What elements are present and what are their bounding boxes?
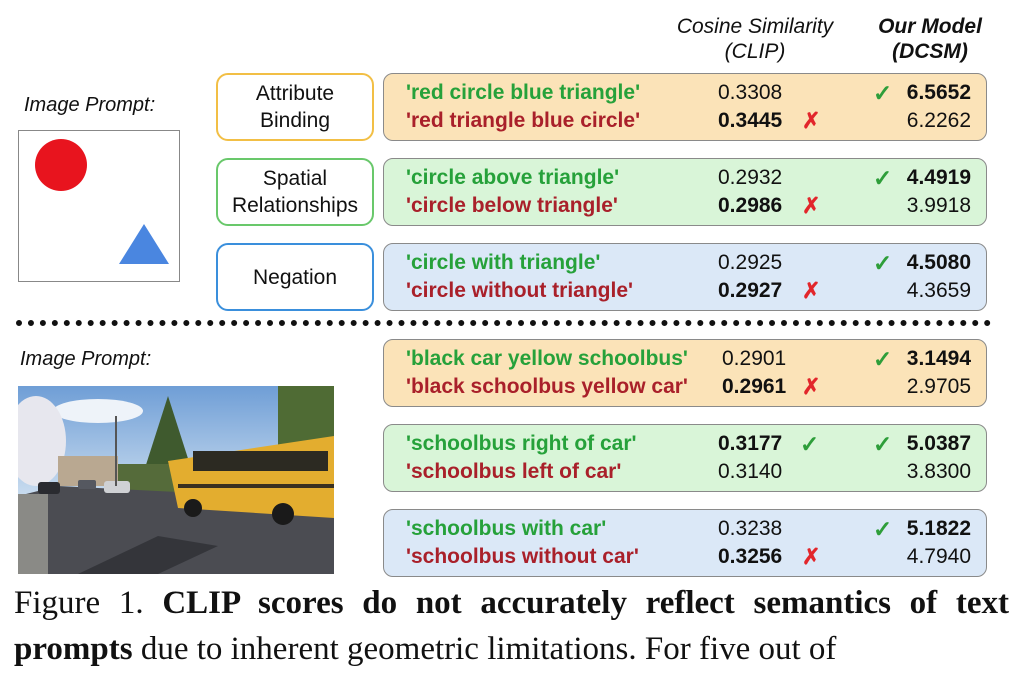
- check-icon: ✓: [873, 516, 893, 542]
- shapes-image-svg: [35, 139, 169, 264]
- car-2: [104, 481, 130, 493]
- dcsm-score: 3.9918: [906, 194, 971, 217]
- check-icon: ✓: [873, 80, 893, 106]
- section-divider: [16, 320, 991, 326]
- car-3: [78, 480, 96, 489]
- prompt-text: 'red triangle blue circle': [406, 109, 641, 132]
- figure-caption: Figure 1. CLIP scores do not accurately …: [14, 580, 1009, 672]
- clip-score: 0.3308: [718, 81, 783, 104]
- schoolbus-photo: [18, 386, 334, 574]
- clip-header-line2: (CLIP): [724, 40, 786, 63]
- blue-triangle: [119, 224, 169, 264]
- category-label-line1: Negation: [252, 265, 338, 289]
- caption-bold: CLIP scores do not accurately reflect se…: [14, 585, 1009, 667]
- clip-score: 0.3445: [718, 109, 783, 132]
- dcsm-header-line1: Our Model: [878, 15, 982, 38]
- dcsm-score: 4.5080: [906, 251, 971, 274]
- prompt-text: 'black car yellow schoolbus': [406, 347, 688, 370]
- clip-header-line1: Cosine Similarity: [676, 15, 834, 38]
- result-box-spatial-shapes: [383, 158, 987, 226]
- dcsm-score: 6.2262: [906, 109, 971, 132]
- result-box-negation-photo: [383, 509, 987, 577]
- dcsm-score: 5.0387: [906, 432, 971, 455]
- dcsm-score: 3.8300: [906, 460, 971, 483]
- image-prompt-label-top: Image Prompt:: [24, 94, 156, 116]
- car-1: [38, 482, 60, 494]
- shadow: [78, 536, 218, 574]
- prompt-text: 'schoolbus right of car': [406, 432, 637, 455]
- prompt-text: 'black schoolbus yellow car': [406, 375, 688, 398]
- clip-column-header: Cosine Similarity (CLIP): [655, 14, 855, 64]
- dcsm-score: 5.1822: [906, 517, 971, 540]
- cloud: [53, 399, 143, 423]
- dcsm-column-header: Our Model (DCSM): [860, 14, 1000, 64]
- clip-score: 0.2901: [722, 347, 787, 370]
- dcsm-score: 3.1494: [906, 347, 971, 370]
- check-icon: ✓: [873, 431, 893, 457]
- prompt-text: 'red circle blue triangle': [406, 81, 641, 104]
- dcsm-score: 4.4919: [906, 166, 971, 189]
- category-attribute-binding: Attribute Binding: [216, 73, 374, 141]
- check-icon: ✓: [873, 346, 893, 372]
- clip-score: 0.2932: [718, 166, 783, 189]
- prompt-text: 'circle below triangle': [406, 194, 618, 217]
- check-icon: ✓: [873, 250, 893, 276]
- prompt-text: 'circle above triangle': [406, 166, 620, 189]
- schoolbus-photo-svg: [18, 386, 334, 574]
- result-box-attribute-photo: [383, 339, 987, 407]
- cross-icon: ✗: [802, 108, 821, 133]
- prompt-text: 'schoolbus left of car': [406, 460, 622, 483]
- clip-score: 0.3177: [718, 432, 783, 455]
- category-label-line2: Binding: [259, 109, 331, 132]
- caption-label: Figure 1.: [14, 585, 144, 621]
- category-label-line2: Relationships: [231, 194, 359, 217]
- dcsm-score: 4.3659: [906, 279, 971, 302]
- dcsm-score: 6.5652: [906, 81, 971, 104]
- sidewalk: [18, 494, 48, 574]
- clip-score: 0.3256: [718, 545, 783, 568]
- clip-score: 0.2986: [718, 194, 783, 217]
- prompt-text: 'circle with triangle': [406, 251, 601, 274]
- check-icon: ✓: [800, 431, 820, 457]
- category-negation: Negation: [216, 243, 374, 311]
- cross-icon: ✗: [802, 374, 821, 399]
- clip-score: 0.3238: [718, 517, 783, 540]
- caption-rest: due to inherent geometric limitations. F…: [140, 631, 837, 667]
- clip-score: 0.2927: [718, 279, 783, 302]
- shapes-image: [18, 130, 180, 282]
- schoolbus-stripe: [178, 484, 334, 488]
- clip-score: 0.3140: [718, 460, 783, 483]
- check-icon: ✓: [873, 165, 893, 191]
- red-circle: [35, 139, 87, 191]
- clip-score: 0.2925: [718, 251, 783, 274]
- category-label-line1: Attribute: [255, 82, 335, 105]
- clip-score: 0.2961: [722, 375, 787, 398]
- cross-icon: ✗: [802, 278, 821, 303]
- dcsm-score: 2.9705: [906, 375, 971, 398]
- image-prompt-label-bottom: Image Prompt:: [20, 348, 152, 370]
- blossom-tree: [18, 396, 66, 486]
- bus-wheel-front: [184, 499, 202, 517]
- cross-icon: ✗: [802, 193, 821, 218]
- category-label-line1: Spatial: [262, 167, 328, 190]
- result-box-attribute-shapes: [383, 73, 987, 141]
- prompt-text: 'circle without triangle': [406, 279, 634, 302]
- dcsm-header-line2: (DCSM): [892, 40, 968, 63]
- schoolbus-windows: [193, 451, 328, 471]
- cross-icon: ✗: [802, 544, 821, 569]
- dcsm-score: 4.7940: [906, 545, 971, 568]
- result-box-spatial-photo: [383, 424, 987, 492]
- bus-wheel-rear: [272, 503, 294, 525]
- prompt-text: 'schoolbus without car': [406, 545, 639, 568]
- category-spatial-relationships: Spatial Relationships: [216, 158, 374, 226]
- prompt-text: 'schoolbus with car': [406, 517, 607, 540]
- result-box-negation-shapes: [383, 243, 987, 311]
